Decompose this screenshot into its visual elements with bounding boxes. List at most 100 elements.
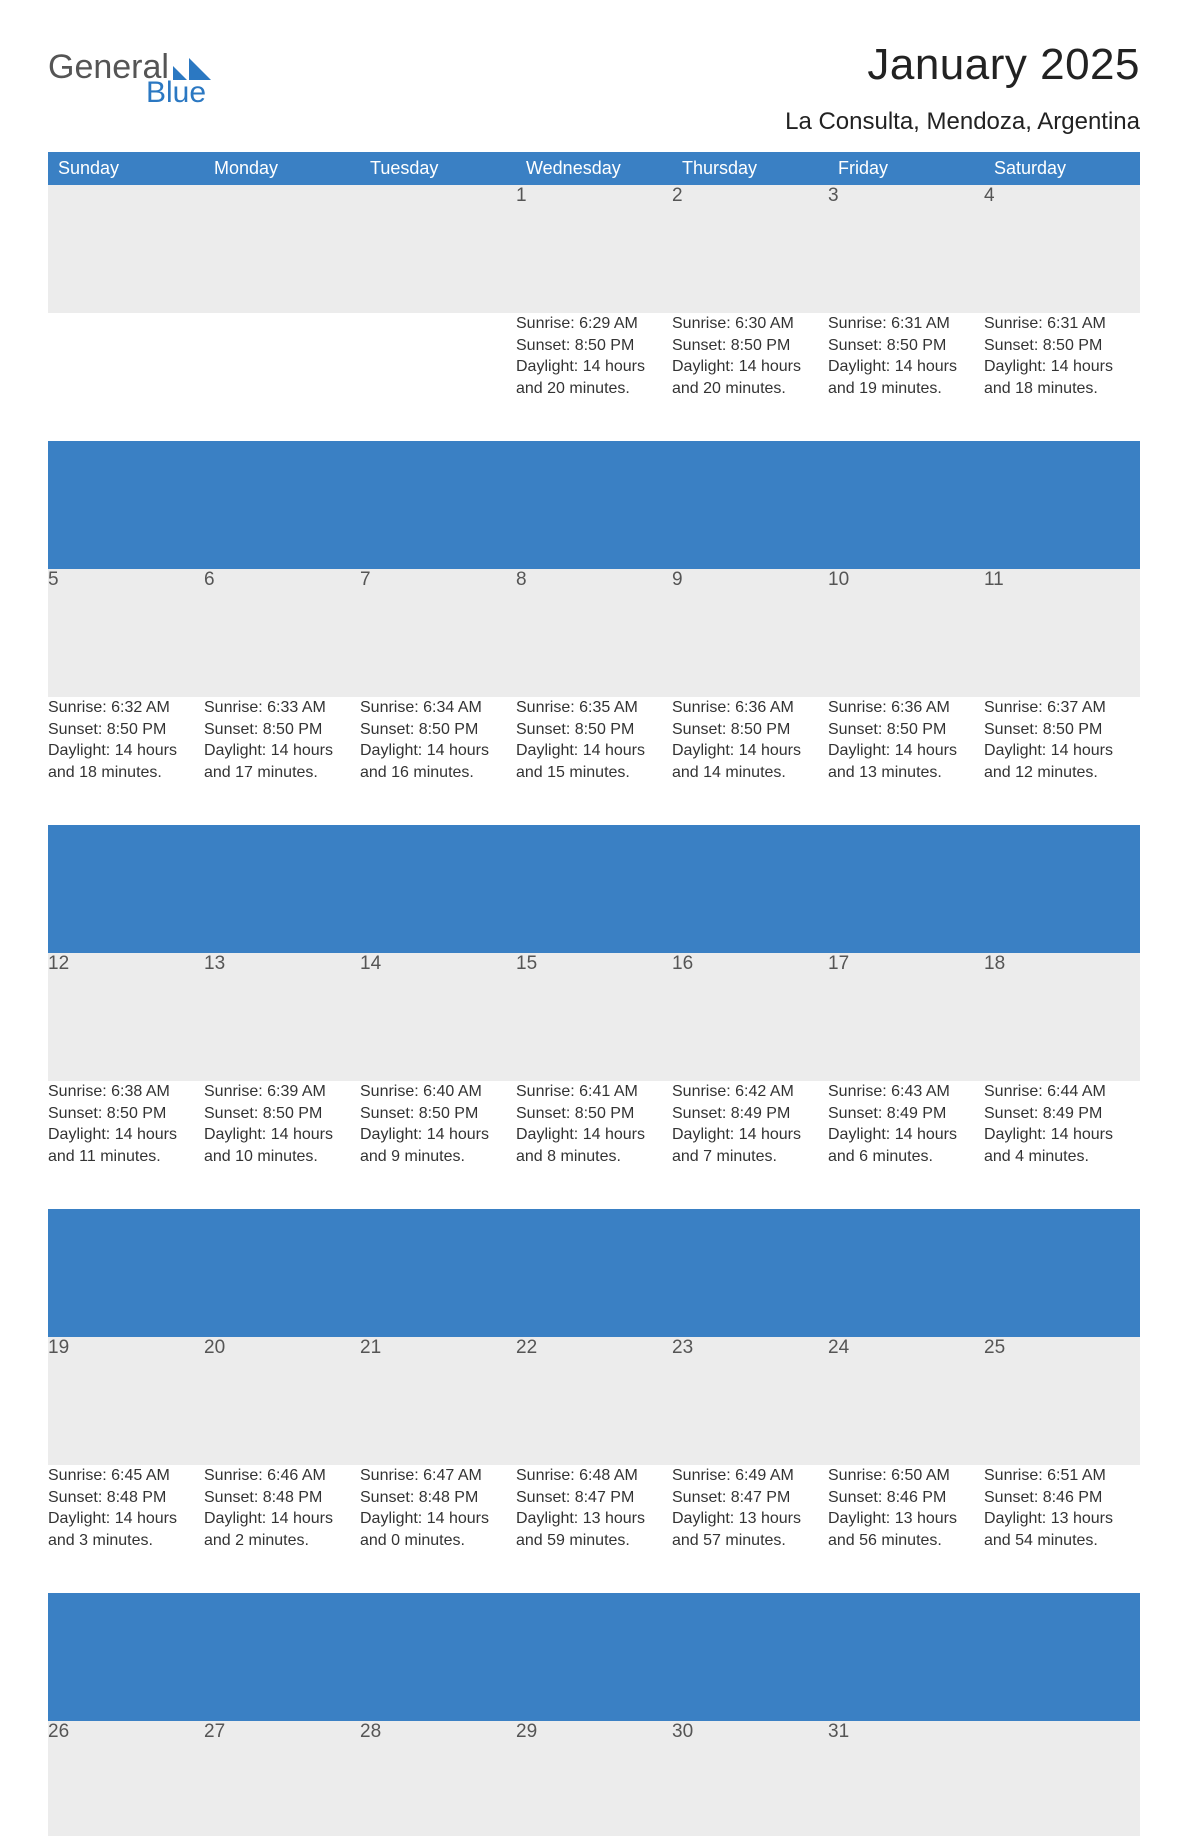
day-number-cell: 24	[828, 1337, 984, 1465]
daylight-text: Daylight: 14 hours and 15 minutes.	[516, 740, 672, 783]
day-number-cell	[360, 185, 516, 313]
day-number-cell: 28	[360, 1721, 516, 1836]
daylight-text: Daylight: 13 hours and 57 minutes.	[672, 1508, 828, 1551]
day-number-cell: 2	[672, 185, 828, 313]
day-number-cell: 16	[672, 953, 828, 1081]
day-content-cell: Sunrise: 6:37 AMSunset: 8:50 PMDaylight:…	[984, 697, 1140, 825]
day-number-cell: 4	[984, 185, 1140, 313]
day-content-cell: Sunrise: 6:29 AMSunset: 8:50 PMDaylight:…	[516, 313, 672, 441]
logo-word-2: Blue	[146, 78, 206, 108]
sunset-text: Sunset: 8:50 PM	[204, 719, 360, 741]
day-content-cell: Sunrise: 6:46 AMSunset: 8:48 PMDaylight:…	[204, 1465, 360, 1593]
day-number-row: 12131415161718	[48, 953, 1140, 1081]
daylight-text: Daylight: 14 hours and 4 minutes.	[984, 1124, 1140, 1167]
sunset-text: Sunset: 8:50 PM	[516, 335, 672, 357]
day-number-cell: 9	[672, 569, 828, 697]
sunset-text: Sunset: 8:50 PM	[672, 719, 828, 741]
daylight-text: Daylight: 14 hours and 2 minutes.	[204, 1508, 360, 1551]
sunrise-text: Sunrise: 6:49 AM	[672, 1465, 828, 1487]
day-content-cell	[204, 313, 360, 441]
day-content-cell: Sunrise: 6:31 AMSunset: 8:50 PMDaylight:…	[828, 313, 984, 441]
title-block: January 2025 La Consulta, Mendoza, Argen…	[785, 40, 1140, 148]
day-number-cell: 17	[828, 953, 984, 1081]
day-number-cell	[48, 185, 204, 313]
sunrise-text: Sunrise: 6:32 AM	[48, 697, 204, 719]
day-number-cell: 13	[204, 953, 360, 1081]
day-content-cell: Sunrise: 6:45 AMSunset: 8:48 PMDaylight:…	[48, 1465, 204, 1593]
sunset-text: Sunset: 8:50 PM	[828, 335, 984, 357]
day-content-row: Sunrise: 6:29 AMSunset: 8:50 PMDaylight:…	[48, 313, 1140, 441]
calendar-header: SundayMondayTuesdayWednesdayThursdayFrid…	[48, 152, 1140, 185]
sunrise-text: Sunrise: 6:30 AM	[672, 313, 828, 335]
sunset-text: Sunset: 8:50 PM	[672, 335, 828, 357]
day-number-cell: 23	[672, 1337, 828, 1465]
day-content-cell: Sunrise: 6:47 AMSunset: 8:48 PMDaylight:…	[360, 1465, 516, 1593]
sunset-text: Sunset: 8:47 PM	[672, 1487, 828, 1509]
sunrise-text: Sunrise: 6:29 AM	[516, 313, 672, 335]
daylight-text: Daylight: 14 hours and 0 minutes.	[360, 1508, 516, 1551]
sunset-text: Sunset: 8:50 PM	[360, 719, 516, 741]
daylight-text: Daylight: 14 hours and 20 minutes.	[672, 356, 828, 399]
daylight-text: Daylight: 14 hours and 9 minutes.	[360, 1124, 516, 1167]
day-content-cell: Sunrise: 6:51 AMSunset: 8:46 PMDaylight:…	[984, 1465, 1140, 1593]
daylight-text: Daylight: 14 hours and 19 minutes.	[828, 356, 984, 399]
sunset-text: Sunset: 8:49 PM	[672, 1103, 828, 1125]
day-content-cell: Sunrise: 6:49 AMSunset: 8:47 PMDaylight:…	[672, 1465, 828, 1593]
day-number-row: 567891011	[48, 569, 1140, 697]
sunset-text: Sunset: 8:48 PM	[204, 1487, 360, 1509]
daylight-text: Daylight: 14 hours and 11 minutes.	[48, 1124, 204, 1167]
day-number-cell: 1	[516, 185, 672, 313]
sunset-text: Sunset: 8:50 PM	[984, 719, 1140, 741]
sunrise-text: Sunrise: 6:44 AM	[984, 1081, 1140, 1103]
daylight-text: Daylight: 14 hours and 13 minutes.	[828, 740, 984, 783]
weekday-header: Monday	[204, 152, 360, 185]
day-number-cell: 12	[48, 953, 204, 1081]
weekday-header: Wednesday	[516, 152, 672, 185]
daylight-text: Daylight: 13 hours and 59 minutes.	[516, 1508, 672, 1551]
day-content-cell: Sunrise: 6:36 AMSunset: 8:50 PMDaylight:…	[828, 697, 984, 825]
day-content-cell: Sunrise: 6:42 AMSunset: 8:49 PMDaylight:…	[672, 1081, 828, 1209]
daylight-text: Daylight: 14 hours and 6 minutes.	[828, 1124, 984, 1167]
sunset-text: Sunset: 8:47 PM	[516, 1487, 672, 1509]
daylight-text: Daylight: 13 hours and 56 minutes.	[828, 1508, 984, 1551]
daylight-text: Daylight: 14 hours and 18 minutes.	[48, 740, 204, 783]
day-number-cell	[204, 185, 360, 313]
daylight-text: Daylight: 14 hours and 20 minutes.	[516, 356, 672, 399]
week-separator	[48, 1209, 1140, 1337]
week-separator	[48, 441, 1140, 569]
calendar-body: 1234Sunrise: 6:29 AMSunset: 8:50 PMDayli…	[48, 185, 1140, 1836]
daylight-text: Daylight: 14 hours and 12 minutes.	[984, 740, 1140, 783]
day-content-row: Sunrise: 6:38 AMSunset: 8:50 PMDaylight:…	[48, 1081, 1140, 1209]
day-number-cell: 25	[984, 1337, 1140, 1465]
sunset-text: Sunset: 8:50 PM	[48, 1103, 204, 1125]
weekday-header: Friday	[828, 152, 984, 185]
daylight-text: Daylight: 14 hours and 8 minutes.	[516, 1124, 672, 1167]
day-number-row: 19202122232425	[48, 1337, 1140, 1465]
day-number-cell: 11	[984, 569, 1140, 697]
sunrise-text: Sunrise: 6:47 AM	[360, 1465, 516, 1487]
sunrise-text: Sunrise: 6:42 AM	[672, 1081, 828, 1103]
sunset-text: Sunset: 8:50 PM	[48, 719, 204, 741]
page-header: General Blue January 2025 La Consulta, M…	[48, 40, 1140, 148]
day-number-cell: 14	[360, 953, 516, 1081]
day-number-cell: 10	[828, 569, 984, 697]
daylight-text: Daylight: 14 hours and 16 minutes.	[360, 740, 516, 783]
day-number-cell: 26	[48, 1721, 204, 1836]
day-number-cell: 22	[516, 1337, 672, 1465]
sunrise-text: Sunrise: 6:50 AM	[828, 1465, 984, 1487]
weekday-header-row: SundayMondayTuesdayWednesdayThursdayFrid…	[48, 152, 1140, 185]
sunset-text: Sunset: 8:46 PM	[828, 1487, 984, 1509]
sunrise-text: Sunrise: 6:37 AM	[984, 697, 1140, 719]
location-subtitle: La Consulta, Mendoza, Argentina	[785, 108, 1140, 136]
daylight-text: Daylight: 14 hours and 14 minutes.	[672, 740, 828, 783]
day-number-cell	[984, 1721, 1140, 1836]
daylight-text: Daylight: 14 hours and 18 minutes.	[984, 356, 1140, 399]
sunrise-text: Sunrise: 6:34 AM	[360, 697, 516, 719]
day-number-row: 262728293031	[48, 1721, 1140, 1836]
sunset-text: Sunset: 8:50 PM	[984, 335, 1140, 357]
day-number-cell: 7	[360, 569, 516, 697]
day-number-cell: 6	[204, 569, 360, 697]
daylight-text: Daylight: 14 hours and 17 minutes.	[204, 740, 360, 783]
day-number-cell: 29	[516, 1721, 672, 1836]
sunrise-text: Sunrise: 6:48 AM	[516, 1465, 672, 1487]
